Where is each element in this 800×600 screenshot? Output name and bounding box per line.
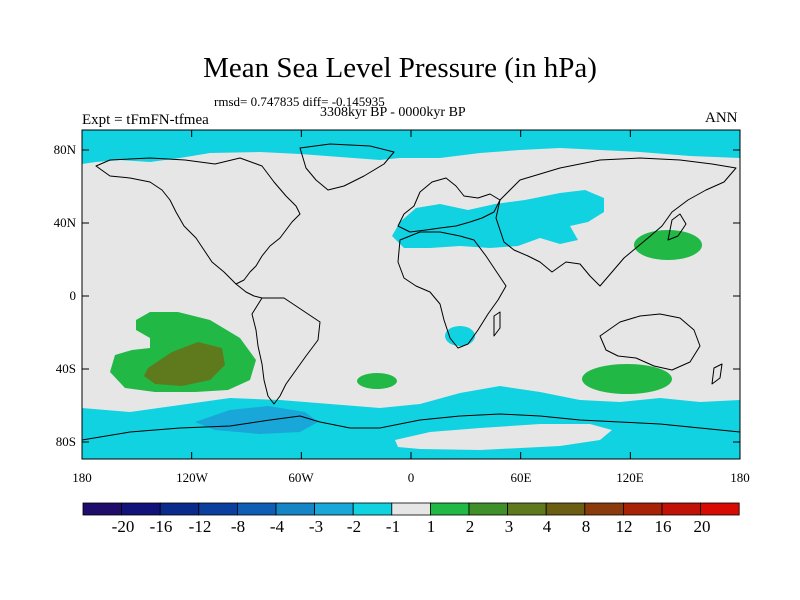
lat-label-40n: 40N bbox=[53, 215, 76, 230]
coastline-europe bbox=[397, 177, 501, 233]
anomaly-south-atlantic-positive bbox=[357, 373, 397, 389]
colorbar-label: -20 bbox=[111, 517, 135, 536]
colorbar-label: 1 bbox=[426, 517, 436, 536]
lat-label-80s: 80S bbox=[55, 434, 76, 449]
experiment-label: Expt = tFmFN-tfmea bbox=[82, 112, 209, 128]
coastline-australia bbox=[599, 313, 701, 371]
lon-label-180w: 180 bbox=[72, 470, 92, 485]
colorbar-label: 4 bbox=[542, 517, 552, 536]
colorbar-swatch bbox=[275, 502, 315, 516]
anomaly-arctic-negative bbox=[82, 130, 740, 164]
colorbar-label: 12 bbox=[615, 517, 633, 536]
colorbar-label: -1 bbox=[385, 517, 401, 536]
coastline-greenland bbox=[299, 143, 395, 191]
colorbar-label: 2 bbox=[465, 517, 475, 536]
colorbar-label: -2 bbox=[346, 517, 362, 536]
colorbar-swatch bbox=[159, 502, 200, 516]
colorbar-swatch bbox=[468, 502, 508, 516]
colorbar-swatch bbox=[661, 502, 701, 516]
colorbar-label: 20 bbox=[693, 517, 711, 536]
colorbar-label: -12 bbox=[188, 517, 212, 536]
colorbar-swatch bbox=[507, 502, 547, 516]
colorbar-swatch bbox=[236, 502, 277, 516]
colorbar-swatch bbox=[623, 502, 663, 516]
anomaly-indian-ocean-positive bbox=[582, 364, 672, 394]
coastline-south-america bbox=[251, 297, 321, 405]
colorbar-label: 3 bbox=[504, 517, 514, 536]
coastlines bbox=[81, 143, 741, 441]
colorbar-label: -3 bbox=[308, 517, 324, 536]
colorbar-label: 8 bbox=[581, 517, 591, 536]
anomaly-amundsen-moderate-negative bbox=[195, 406, 318, 434]
coastline-antarctica bbox=[81, 413, 741, 441]
lon-label-180e: 180 bbox=[730, 470, 750, 485]
time-period-label: 3308kyr BP - 0000kyr BP bbox=[320, 105, 466, 120]
colorbar-swatch bbox=[391, 502, 431, 516]
rmsd-diff-stats: rmsd= 0.747835 diff= -0.145935 bbox=[214, 94, 385, 109]
coastline-asia bbox=[495, 157, 737, 287]
colorbar-swatch bbox=[82, 502, 122, 516]
season-label: ANN bbox=[705, 110, 738, 126]
lat-label-80n: 80N bbox=[53, 142, 76, 157]
coastline-central-america bbox=[235, 283, 263, 299]
map-plot bbox=[81, 129, 741, 460]
axis-ticks bbox=[81, 130, 741, 459]
anomaly-south-pacific-strong-positive bbox=[144, 342, 225, 386]
colorbar-swatch bbox=[352, 502, 393, 516]
colorbar-swatch bbox=[198, 502, 238, 516]
colorbar-swatch bbox=[545, 502, 586, 516]
coastline-africa bbox=[397, 231, 507, 349]
colorbar-label: -8 bbox=[230, 517, 246, 536]
colorbar-swatch bbox=[584, 502, 624, 516]
lon-label-60w: 60W bbox=[288, 470, 314, 485]
coastline-japan bbox=[667, 213, 687, 241]
colorbar-swatch bbox=[121, 502, 161, 516]
colorbar-swatch bbox=[700, 502, 740, 516]
coastline-north-america bbox=[95, 157, 301, 285]
lon-label-120e: 120E bbox=[616, 470, 644, 485]
lon-label-60e: 60E bbox=[510, 470, 532, 485]
colorbar-swatch bbox=[429, 502, 470, 516]
colorbar-label: -16 bbox=[149, 517, 173, 536]
lon-label-120w: 120W bbox=[176, 470, 208, 485]
lat-label-0: 0 bbox=[69, 288, 77, 303]
chart-title: Mean Sea Level Pressure (in hPa) bbox=[203, 52, 597, 84]
lon-label-0: 0 bbox=[407, 470, 415, 485]
lat-label-40s: 40S bbox=[55, 361, 76, 376]
colorbar-label: -4 bbox=[269, 517, 285, 536]
anomaly-northwest-pacific-positive bbox=[634, 230, 702, 260]
coastline-new-zealand bbox=[711, 363, 723, 385]
coastline-madagascar bbox=[493, 311, 501, 337]
anomaly-antarctic-neutral bbox=[395, 424, 612, 450]
colorbar-label: 16 bbox=[654, 517, 672, 536]
colorbar bbox=[82, 502, 740, 516]
colorbar-swatch bbox=[314, 502, 354, 516]
